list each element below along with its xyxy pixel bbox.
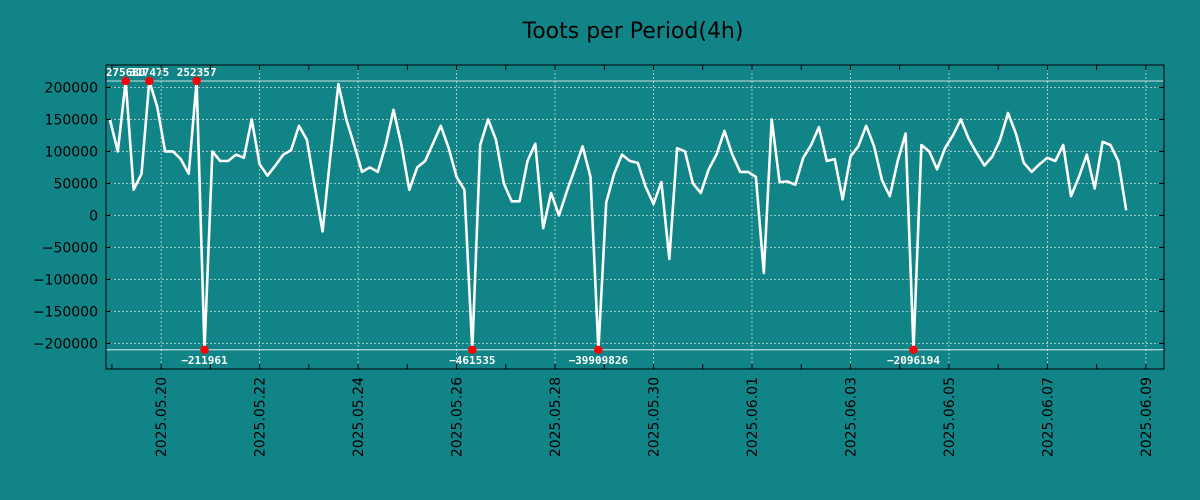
annotation-label: 275680: [106, 66, 146, 79]
y-tick-label: 50000: [53, 176, 98, 192]
y-tick-label: 0: [89, 208, 98, 224]
annotation-markers: [121, 76, 918, 354]
x-tick-labels: 2025.05.20 2025.05.22 2025.05.24 2025.05.26…: [154, 377, 1155, 457]
series-layer: [108, 79, 1128, 352]
annotation-label: −211961: [181, 354, 228, 367]
annotation-label: 317475: [129, 66, 169, 79]
plot-area: [106, 65, 1164, 369]
annotation-label: −461535: [449, 354, 495, 367]
y-tick-label: −50000: [42, 240, 98, 256]
x-tick-label: 2025.05.22: [253, 377, 269, 457]
annotation-marker: [909, 345, 918, 354]
axis-ticks: [106, 65, 1164, 369]
x-tick-label: 2025.05.20: [154, 377, 170, 457]
y-tick-label: −100000: [33, 272, 98, 288]
y-tick-label: −200000: [33, 336, 98, 352]
x-tick-label: 2025.06.07: [1040, 377, 1056, 457]
annotation-marker: [145, 76, 154, 86]
annotation-marker: [121, 76, 130, 86]
x-tick-label: 2025.05.30: [647, 377, 663, 457]
y-tick-label: −150000: [33, 304, 98, 320]
x-tick-label: 2025.05.26: [450, 377, 466, 457]
plot-frame: [105, 64, 1165, 370]
annotation-marker: [594, 345, 603, 354]
x-tick-label: 2025.06.09: [1139, 377, 1155, 457]
y-tick-label: 200000: [45, 80, 98, 96]
annotation-marker: [200, 345, 209, 354]
x-tick-label: 2025.05.28: [548, 377, 564, 457]
annotation-label: −39909826: [569, 354, 629, 367]
y-tick-labels: 200000 150000 100000 50000 0 −50000 −100000 −15…: [33, 80, 98, 352]
grid: [106, 65, 1164, 369]
annotation-marker: [192, 76, 201, 86]
y-tick-label: 100000: [45, 144, 98, 160]
annotation-label: −2096194: [887, 354, 940, 367]
x-tick-label: 2025.05.24: [351, 377, 367, 457]
annotation-marker: [468, 345, 477, 354]
y-tick-label: 150000: [45, 112, 98, 128]
chart-title: Toots per Period(4h): [522, 19, 744, 44]
x-tick-label: 2025.06.05: [942, 377, 958, 457]
series-line-toots: [108, 79, 1128, 352]
annotation-label: 252357: [177, 66, 217, 79]
x-tick-label: 2025.06.03: [843, 377, 859, 457]
x-tick-label: 2025.06.01: [745, 377, 761, 457]
clip-limit-lines: [106, 80, 1164, 351]
